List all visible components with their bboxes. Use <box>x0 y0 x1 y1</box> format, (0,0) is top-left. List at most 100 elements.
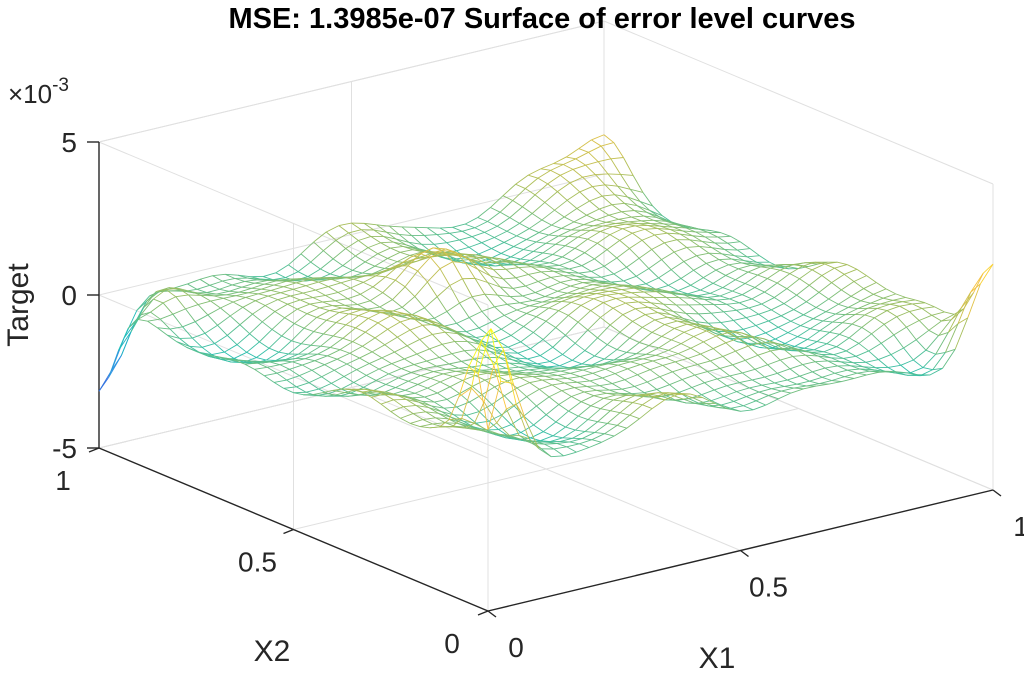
mesh-segment-x1 <box>612 302 626 309</box>
mesh-segment-x1 <box>660 395 674 401</box>
mesh-segment-x2 <box>641 239 653 250</box>
mesh-segment-x2 <box>252 313 263 323</box>
mesh-segment-x2 <box>516 387 528 397</box>
mesh-segment-x1 <box>471 231 485 238</box>
mesh-segment-x1 <box>707 368 721 373</box>
mesh-segment-x2 <box>612 226 623 230</box>
mesh-segment-x1 <box>561 387 575 392</box>
mesh-segment-x1 <box>558 396 572 405</box>
mesh-segment-x2 <box>653 219 664 225</box>
mesh-segment-x1 <box>839 323 853 335</box>
mesh-segment-x1 <box>273 280 287 286</box>
mesh-segment-x2 <box>573 368 584 371</box>
mesh-segment-x2 <box>229 315 241 326</box>
mesh-segment-x2 <box>483 365 495 403</box>
mesh-segment-x2 <box>505 269 517 279</box>
mesh-segment-x1 <box>810 320 824 330</box>
mesh-segment-x2 <box>557 191 568 201</box>
mesh-segment-x2 <box>688 398 699 404</box>
mesh-segment-x1 <box>562 247 576 258</box>
mesh-segment-x2 <box>480 328 492 342</box>
mesh-segment-x1 <box>249 321 263 335</box>
mesh-segment-x2 <box>825 311 836 315</box>
mesh-segment-x2 <box>587 238 598 244</box>
mesh-segment-x2 <box>658 347 669 351</box>
mesh-segment-x1 <box>629 239 643 249</box>
mesh-segment-x1 <box>560 279 574 283</box>
mesh-segment-x2 <box>635 275 647 285</box>
mesh-segment-x1 <box>264 280 277 285</box>
mesh-segment-x1 <box>298 344 312 355</box>
mesh-segment-x1 <box>610 280 624 283</box>
mesh-segment-x1 <box>821 267 835 276</box>
mesh-segment-x2 <box>557 290 568 294</box>
mesh-segment-x2 <box>750 264 761 268</box>
mesh-segment-x2 <box>712 282 723 289</box>
mesh-segment-x1 <box>642 396 656 406</box>
mesh-segment-x1 <box>710 356 724 362</box>
mesh-segment-x1 <box>427 268 441 283</box>
mesh-segment-x1 <box>603 297 617 303</box>
mesh-segment-x1 <box>667 232 680 235</box>
mesh-segment-x1 <box>507 377 521 382</box>
mesh-segment-x2 <box>577 381 588 387</box>
mesh-segment-x2 <box>496 363 507 369</box>
mesh-segment-x2 <box>549 361 560 367</box>
mesh-segment-x2 <box>642 326 653 333</box>
mesh-segment-x1 <box>386 231 400 235</box>
mesh-segment-x1 <box>685 227 699 230</box>
mesh-segment-x2 <box>439 419 450 428</box>
mesh-segment-x2 <box>508 261 519 268</box>
mesh-segment-x2 <box>362 345 373 353</box>
mesh-segment-x1 <box>337 287 351 293</box>
mesh-segment-x2 <box>736 249 748 258</box>
mesh-segment-x2 <box>815 307 826 313</box>
mesh-segment-x2 <box>794 345 805 349</box>
mesh-segment-x2 <box>387 328 398 338</box>
mesh-segment-x2 <box>723 311 734 321</box>
mesh-segment-x2 <box>528 174 539 179</box>
mesh-segment-x1 <box>414 281 428 297</box>
mesh-segment-x2 <box>496 225 508 232</box>
mesh-segment-x2 <box>365 331 376 339</box>
mesh-segment-x1 <box>484 225 498 233</box>
mesh-segment-x1 <box>597 324 611 339</box>
chart-title: MSE: 1.3985e-07 Surface of error level c… <box>228 3 855 35</box>
mesh-segment-x1 <box>864 307 878 316</box>
mesh-segment-x2 <box>790 320 801 327</box>
mesh-segment-x2 <box>579 287 590 290</box>
mesh-segment-x1 <box>854 307 868 315</box>
mesh-segment-x1 <box>880 299 893 305</box>
mesh-segment-x1 <box>255 295 269 302</box>
mesh-segment-x2 <box>589 289 600 291</box>
mesh-segment-x2 <box>261 288 272 291</box>
mesh-segment-x1 <box>281 323 295 337</box>
mesh-segment-x2 <box>436 234 447 244</box>
mesh-segment-x1 <box>566 443 580 448</box>
mesh-segment-x1 <box>401 296 416 308</box>
mesh-segment-x1 <box>352 261 366 271</box>
mesh-segment-x1 <box>584 337 598 351</box>
mesh-segment-x2 <box>312 297 323 303</box>
mesh-segment-x2 <box>634 386 645 394</box>
mesh-segment-x2 <box>675 361 686 369</box>
mesh-segment-x2 <box>374 337 386 346</box>
mesh-segment-x2 <box>449 232 460 241</box>
mesh-segment-x1 <box>702 397 716 404</box>
mesh-segment-x2 <box>264 305 276 312</box>
mesh-segment-x1 <box>404 353 418 360</box>
mesh-segment-x2 <box>191 291 202 296</box>
mesh-segment-x2 <box>716 299 727 305</box>
mesh-segment-x2 <box>338 225 349 234</box>
mesh-segment-x2 <box>279 364 290 370</box>
mesh-segment-x2 <box>886 310 898 318</box>
mesh-segment-x2 <box>607 344 618 350</box>
mesh-segment-x1 <box>242 300 256 308</box>
mesh-segment-x1 <box>636 345 650 355</box>
mesh-segment-x2 <box>624 203 635 211</box>
mesh-segment-x2 <box>589 200 600 210</box>
mesh-segment-x1 <box>650 302 664 305</box>
mesh-segment-x2 <box>345 324 356 329</box>
mesh-segment-x1 <box>308 376 322 384</box>
mesh-segment-x2 <box>637 374 648 383</box>
